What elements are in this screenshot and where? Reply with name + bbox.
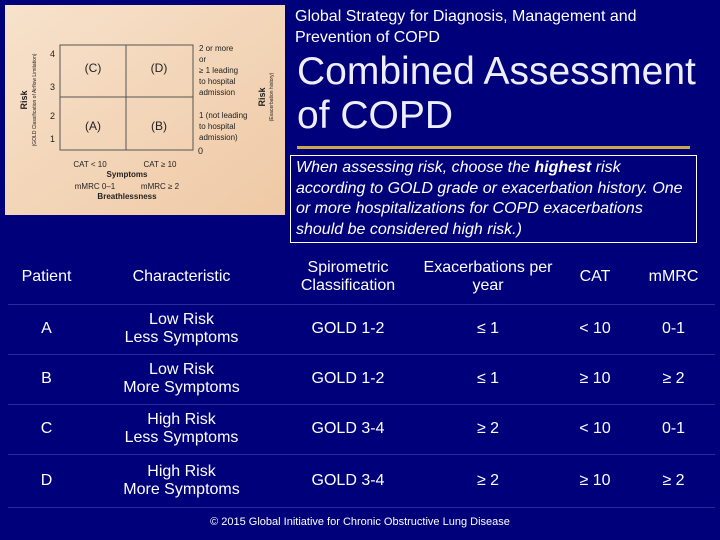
risk-label-line: ≥ 1 leading [199, 66, 238, 75]
table-cell: Low Risk Less Symptoms [85, 304, 278, 355]
gold-diagram: (C) (D) (A) (B) 4 3 2 1 0 Risk (GOLD Cla… [5, 5, 285, 215]
table-cell: < 10 [558, 304, 632, 355]
cell-line: Low Risk [149, 361, 214, 378]
data-row: B Low Risk More Symptoms GOLD 1-2 ≤ 1 ≥ 10 ≥ 2 [8, 354, 715, 405]
header-cell: Exacerbations per year [418, 250, 558, 305]
table-cell: ≥ 10 [558, 354, 632, 405]
axis-subtitle: (Exacerbation history) [269, 72, 275, 121]
axis-tick: 2 [50, 111, 55, 121]
mmrc-label: mMRC 0–1 [75, 182, 116, 191]
cell-line: More Symptoms [123, 480, 240, 498]
risk-label-line: or [199, 55, 206, 64]
title: Combined Assessment of COPD [297, 50, 696, 137]
cell-line: More Symptoms [123, 379, 240, 396]
footer: © 2015 Global Initiative for Chronic Obs… [210, 516, 510, 528]
note-text: risk according to GOLD grade or exacerba… [296, 159, 683, 238]
table-cell: D [8, 454, 85, 508]
table-cell: ≥ 2 [418, 404, 558, 455]
table-cell: GOLD 3-4 [278, 454, 418, 508]
table-cell: GOLD 1-2 [278, 354, 418, 405]
risk-label-line: admission) [199, 133, 238, 142]
note-emphasis: highest [534, 159, 592, 176]
table-cell: ≤ 1 [418, 354, 558, 405]
cat-label: CAT < 10 [73, 160, 107, 169]
axis-tick: 0 [198, 146, 203, 156]
upper-risk-label: 2 or more or ≥ 1 leading to hospital admissi… [199, 44, 238, 97]
table-cell: B [8, 354, 85, 405]
table-cell: GOLD 3-4 [278, 404, 418, 455]
header-cell: Characteristic [85, 250, 278, 305]
risk-label-line: admission [199, 88, 235, 97]
header-cell: Patient [8, 250, 85, 305]
table-cell: ≥ 2 [632, 454, 715, 508]
lower-risk-label: 1 (not leading to hospital admission) [199, 111, 247, 142]
table-cell: ≥ 2 [632, 354, 715, 405]
title-underline [297, 146, 690, 149]
subtitle: Global Strategy for Diagnosis, Managemen… [295, 8, 637, 46]
assessment-table: Patient Characteristic Spirometric Classif… [8, 250, 715, 508]
table-cell: 0-1 [632, 304, 715, 355]
header-cell: Spirometric Classification [278, 250, 418, 305]
quadrant-label: (A) [85, 119, 101, 133]
table-cell: ≥ 2 [418, 454, 558, 508]
note-text: When assessing risk, choose the [296, 159, 535, 176]
header-row: Patient Characteristic Spirometric Classif… [8, 250, 715, 305]
data-row: C High Risk Less Symptoms GOLD 3-4 ≥ 2 < 10 0-… [8, 404, 715, 455]
table-cell: C [8, 404, 85, 455]
table-cell: ≤ 1 [418, 304, 558, 355]
risk-label-line: 2 or more [199, 44, 234, 53]
cell-line: Less Symptoms [124, 429, 239, 446]
axis-title: Risk [19, 90, 29, 110]
table-cell: A [8, 304, 85, 355]
axis-tick: 3 [50, 82, 55, 92]
cell-line: High Risk [147, 462, 216, 480]
table-cell: Low Risk More Symptoms [85, 354, 278, 405]
header-cell: CAT [558, 250, 632, 305]
risk-label-line: to hospital [199, 122, 236, 131]
axis-title: Breathlessness [97, 192, 157, 201]
axis-subtitle: (GOLD Classification of Airflow Limitati… [32, 53, 38, 146]
diagram-bg [5, 5, 285, 215]
quadrant-label: (B) [151, 119, 167, 133]
risk-label-line: to hospital [199, 77, 236, 86]
quadrant-label: (D) [151, 61, 168, 75]
table-cell: GOLD 1-2 [278, 304, 418, 355]
header-cell: mMRC [632, 250, 715, 305]
axis-tick: 4 [50, 49, 55, 59]
mmrc-label: mMRC ≥ 2 [141, 182, 180, 191]
axis-tick: 1 [50, 134, 55, 144]
cell-line: Low Risk [149, 311, 214, 328]
risk-label-line: 1 (not leading [199, 111, 247, 120]
table-cell: 0-1 [632, 404, 715, 455]
cat-label: CAT ≥ 10 [144, 160, 178, 169]
quadrant-label: (C) [85, 61, 102, 75]
axis-title: Risk [257, 87, 267, 107]
data-row: D High Risk More Symptoms GOLD 3-4 ≥ 2 ≥ 10 ≥ … [8, 454, 715, 508]
table-cell: ≥ 10 [558, 454, 632, 508]
cell-line: High Risk [147, 411, 216, 428]
note-box: When assessing risk, choose the highest … [290, 155, 697, 243]
cell-line: Less Symptoms [124, 329, 239, 346]
data-row: A Low Risk Less Symptoms GOLD 1-2 ≤ 1 < 10 0-1 [8, 304, 715, 355]
axis-title: Symptoms [107, 170, 148, 179]
table-cell: High Risk Less Symptoms [85, 404, 278, 455]
table-cell: < 10 [558, 404, 632, 455]
table-cell: High Risk More Symptoms [85, 454, 278, 508]
